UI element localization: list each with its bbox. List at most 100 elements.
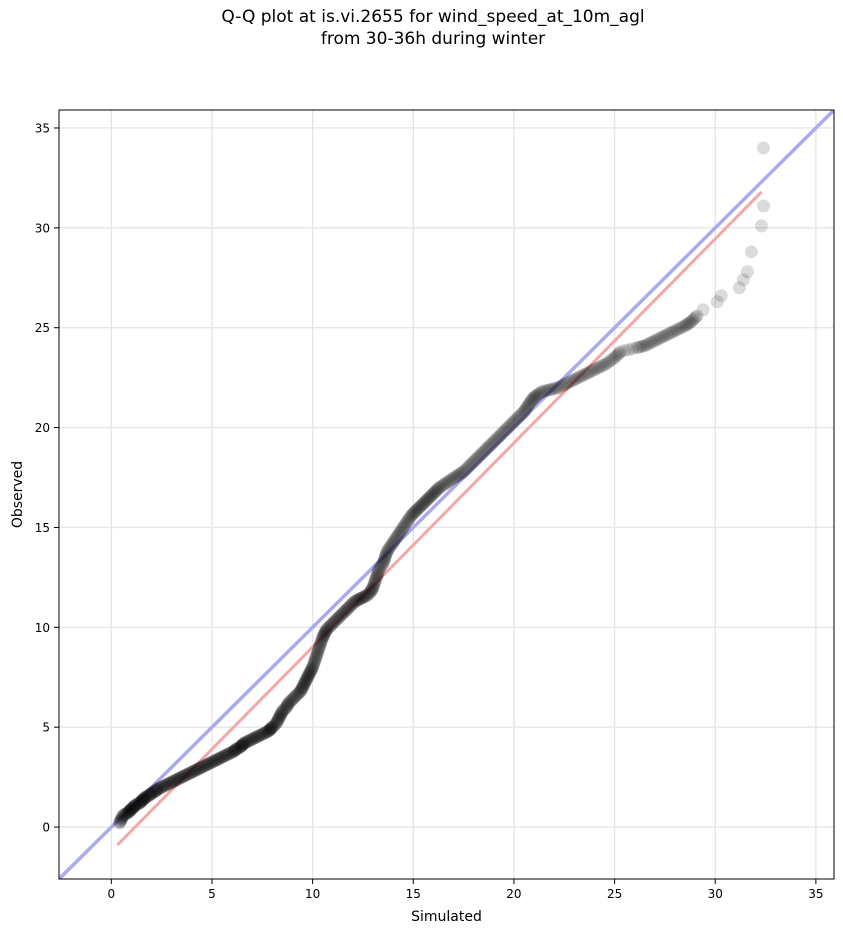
qq-point	[243, 733, 257, 747]
qq-point	[600, 357, 614, 371]
qq-point	[369, 571, 383, 585]
qq-point	[390, 529, 404, 543]
qq-point	[132, 797, 146, 811]
qq-point	[115, 811, 129, 825]
qq-point	[429, 484, 443, 498]
qq-point	[201, 757, 215, 771]
qq-point	[264, 722, 278, 736]
qq-point	[611, 348, 625, 362]
qq-point	[299, 674, 313, 688]
qq-point	[363, 585, 377, 599]
qq-point	[297, 678, 311, 692]
qq-point	[157, 779, 171, 793]
qq-point	[200, 758, 214, 772]
qq-point	[205, 755, 219, 769]
qq-point	[137, 792, 151, 806]
qq-point	[292, 686, 306, 700]
qq-point	[490, 432, 504, 446]
qq-point	[366, 581, 380, 595]
qq-point	[146, 786, 160, 800]
qq-point	[328, 614, 342, 628]
qq-point	[351, 593, 365, 607]
qq-point	[310, 647, 324, 661]
qq-point	[224, 746, 238, 760]
qq-point	[622, 343, 636, 357]
qq-point	[232, 741, 246, 755]
qq-point	[236, 738, 250, 752]
y-tick-label: 20	[35, 421, 50, 435]
y-axis-label: Observed	[10, 461, 26, 528]
qq-point	[585, 364, 599, 378]
qq-point	[231, 741, 245, 755]
qq-point	[144, 787, 158, 801]
qq-point	[122, 804, 136, 818]
qq-point	[114, 812, 128, 826]
qq-point	[161, 777, 175, 791]
qq-point	[681, 317, 695, 331]
qq-point	[364, 584, 378, 598]
qq-point	[314, 635, 328, 649]
qq-point	[211, 752, 225, 766]
qq-point	[210, 753, 224, 767]
qq-point	[508, 414, 522, 428]
qq-point	[559, 377, 573, 391]
qq-point	[347, 595, 361, 609]
qq-point	[428, 485, 442, 499]
qq-point	[162, 777, 176, 791]
qq-point	[333, 609, 347, 623]
qq-point	[175, 770, 189, 784]
qq-point	[303, 666, 317, 680]
qq-point	[598, 358, 612, 372]
qq-point	[400, 514, 414, 528]
qq-point	[310, 648, 324, 662]
qq-point	[252, 729, 266, 743]
qq-point	[219, 748, 233, 762]
qq-point	[636, 339, 650, 353]
qq-point	[155, 780, 169, 794]
qq-point	[166, 775, 180, 789]
qq-point	[370, 570, 384, 584]
qq-point	[676, 320, 690, 334]
qq-point	[296, 680, 310, 694]
qq-point	[528, 390, 542, 404]
qq-point	[143, 788, 157, 802]
qq-point	[683, 316, 697, 330]
qq-point	[316, 629, 330, 643]
qq-point	[309, 650, 323, 664]
qq-point	[740, 265, 754, 279]
qq-point	[136, 793, 150, 807]
qq-point	[421, 491, 435, 505]
qq-point	[337, 605, 351, 619]
qq-point	[151, 782, 165, 796]
qq-point	[128, 799, 142, 813]
qq-point	[218, 749, 232, 763]
qq-point	[256, 727, 270, 741]
qq-point	[280, 698, 294, 712]
qq-point	[445, 473, 459, 487]
qq-point	[271, 713, 285, 727]
qq-point	[197, 759, 211, 773]
qq-point	[217, 749, 231, 763]
qq-point	[262, 723, 276, 737]
qq-point	[313, 639, 327, 653]
qq-point	[313, 638, 327, 652]
qq-point	[183, 766, 197, 780]
qq-point	[431, 482, 445, 496]
qq-point	[302, 668, 316, 682]
qq-point	[666, 325, 680, 339]
qq-point	[285, 693, 298, 707]
qq-point	[283, 694, 297, 708]
x-tick-label: 15	[406, 887, 421, 901]
qq-point	[296, 679, 310, 693]
qq-point	[318, 625, 332, 639]
qq-point	[668, 324, 682, 338]
qq-point	[354, 591, 368, 605]
qq-point	[678, 319, 692, 333]
qq-point	[736, 273, 750, 287]
qq-point	[476, 445, 490, 459]
qq-point	[687, 312, 701, 326]
qq-point	[127, 799, 141, 813]
qq-point	[139, 790, 153, 804]
qq-point	[316, 630, 330, 644]
qq-point	[362, 586, 376, 600]
